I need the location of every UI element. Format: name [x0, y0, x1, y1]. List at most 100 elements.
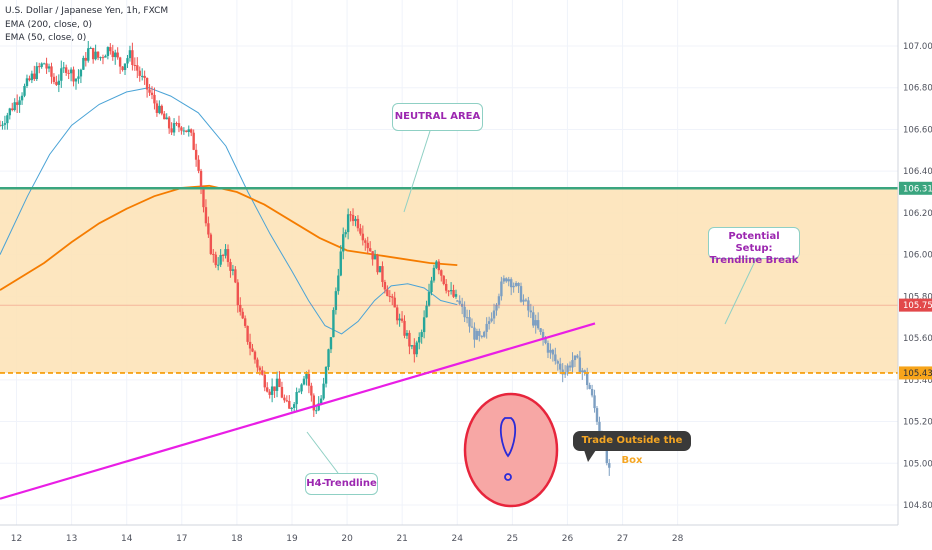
candle-body [231, 269, 235, 271]
projection-bar [561, 369, 564, 375]
candle-body [207, 223, 210, 235]
candle-body [263, 374, 266, 388]
time-tick-label: 28 [672, 534, 684, 544]
candle-body [415, 342, 418, 355]
candle-body [329, 337, 333, 350]
candle-body [165, 117, 168, 120]
projection-bar [549, 349, 552, 353]
candle-body [190, 129, 193, 133]
candle-body [292, 404, 296, 408]
candle-body [283, 397, 286, 401]
price-tick-label: 106.800 [903, 84, 932, 94]
projection-bar [485, 323, 488, 332]
candle-body [315, 410, 318, 412]
price-levels [0, 187, 898, 374]
candle-body [295, 391, 298, 405]
setup-line-2: Trendline Break [709, 255, 799, 266]
candle-body [442, 275, 445, 284]
candle-body [194, 149, 198, 160]
candle-body [133, 64, 137, 66]
candle-body [114, 52, 117, 58]
candle-body [307, 373, 311, 386]
candle-body [300, 384, 303, 392]
time-tick-label: 12 [11, 534, 22, 544]
candle-body [131, 50, 134, 65]
candle-body [368, 248, 372, 252]
candle-body [180, 127, 183, 131]
candle-body [167, 117, 171, 129]
price-tick-label: 105.000 [903, 459, 932, 469]
projection-bar [581, 370, 584, 372]
candle-body [175, 123, 178, 125]
candle-body [143, 75, 146, 78]
time-tick-label: 20 [341, 534, 353, 544]
candle-body [256, 359, 259, 368]
candle-body [449, 290, 453, 292]
candle-body [101, 57, 105, 59]
candle-body [136, 65, 139, 71]
projection-bar [585, 372, 589, 386]
candle-body [342, 234, 345, 252]
candle-body [0, 125, 2, 127]
candle-body [243, 318, 247, 326]
candle-body [275, 378, 279, 391]
candle-body [38, 66, 41, 68]
projection-bar [571, 360, 574, 368]
candle-body [361, 233, 365, 241]
projection-bar [502, 278, 506, 282]
candle-body [420, 332, 423, 338]
candle-body [3, 123, 7, 125]
candle-body [437, 261, 441, 271]
candle-body [33, 73, 36, 80]
price-tick-label: 106.400 [903, 167, 932, 177]
candle-body [386, 289, 389, 297]
trade-outside-box-callout: Trade Outside the Box [573, 431, 691, 466]
candle-body [145, 77, 149, 90]
candle-body [204, 207, 208, 224]
candle-body [35, 66, 38, 80]
projection-bar [559, 363, 562, 370]
candle-body [13, 102, 16, 111]
candle-body [82, 57, 85, 70]
candle-body [425, 305, 428, 318]
projection-bar [512, 285, 515, 288]
price-tick-label: 106.200 [903, 209, 932, 219]
price-tick-label: 106.000 [903, 251, 932, 261]
candle-body [430, 280, 433, 293]
candle-body [1, 124, 4, 126]
candle-body [123, 63, 127, 70]
projection-bar [541, 331, 545, 339]
candle-body [319, 398, 323, 404]
projection-bar [470, 326, 474, 328]
candle-body [150, 92, 154, 95]
candle-body [104, 55, 107, 58]
price-tick-label: 105.800 [903, 292, 932, 302]
projection-bar [505, 278, 508, 282]
neutral-area-label: NEUTRAL AREA [394, 111, 481, 122]
candle-body [160, 105, 164, 114]
projection-bar [566, 365, 569, 373]
candle-body [177, 123, 181, 128]
candle-body [96, 51, 100, 58]
callout-pointer-trade [584, 450, 596, 462]
candle-body [339, 251, 342, 276]
projection-bar [522, 299, 525, 302]
candle-body [25, 78, 29, 86]
projection-bar [475, 330, 479, 340]
candle-body [248, 341, 252, 349]
projection-bar [487, 321, 491, 324]
projection-bar [497, 296, 501, 305]
projection-bar [519, 286, 523, 302]
projection-bar [514, 283, 518, 286]
candle-body [8, 108, 12, 116]
projection-bar [532, 312, 535, 326]
projection-bar [465, 317, 469, 319]
candle-body [216, 264, 220, 266]
projection-bar [473, 327, 476, 340]
candle-body [241, 311, 244, 319]
candle-body [234, 269, 237, 283]
indicator-ema50-label: EMA (50, close, 0) [5, 33, 87, 43]
candle-body [400, 318, 404, 321]
time-tick-label: 27 [617, 534, 628, 544]
projection-bar [578, 357, 582, 372]
